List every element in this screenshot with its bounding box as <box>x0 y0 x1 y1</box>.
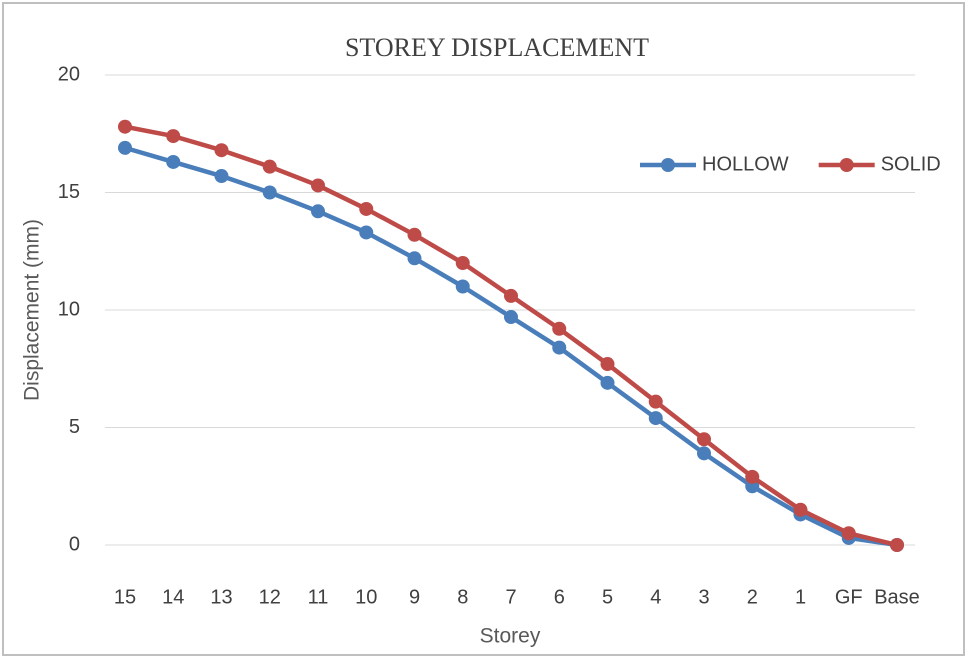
y-tick-label: 15 <box>58 181 80 203</box>
legend-marker <box>839 158 854 172</box>
x-tick-label: Base <box>874 586 920 608</box>
y-axis-title: Displacement (mm) <box>21 219 44 401</box>
legend-marker <box>661 158 675 172</box>
data-point <box>359 201 374 216</box>
data-point <box>504 288 518 303</box>
data-point <box>407 227 422 242</box>
x-tick-label: 6 <box>554 586 565 608</box>
x-tick-label: GF <box>835 586 863 608</box>
data-point <box>166 154 181 169</box>
y-tick-label: 20 <box>58 63 80 85</box>
data-point <box>311 178 325 193</box>
x-tick-label: 7 <box>505 586 516 608</box>
data-point <box>455 256 470 270</box>
data-point <box>600 375 615 390</box>
data-point <box>793 502 808 517</box>
data-point <box>118 119 132 134</box>
data-point <box>504 310 518 325</box>
data-point <box>214 143 229 158</box>
x-tick-label: 1 <box>795 586 806 608</box>
x-axis-title: Storey <box>480 625 541 648</box>
x-tick-label: 12 <box>259 586 281 608</box>
y-tick-label: 5 <box>69 416 80 438</box>
data-point <box>890 538 904 552</box>
x-tick-label: 3 <box>698 586 709 608</box>
data-point <box>118 140 132 155</box>
data-point <box>407 251 422 266</box>
chart-title: STOREY DISPLACEMENT <box>345 33 649 62</box>
x-tick-label: 2 <box>747 586 758 608</box>
data-point <box>745 469 760 484</box>
data-point <box>455 279 470 294</box>
data-point <box>214 169 229 184</box>
y-tick-label: 0 <box>69 533 80 555</box>
x-tick-label: 8 <box>457 586 468 608</box>
data-point <box>262 159 277 174</box>
x-tick-label: 13 <box>210 586 232 608</box>
data-point <box>648 394 663 409</box>
x-tick-label: 11 <box>308 586 329 608</box>
data-point <box>311 204 325 219</box>
legend-label: SOLID <box>881 153 941 175</box>
data-point <box>697 446 711 461</box>
data-point <box>697 432 711 447</box>
data-point <box>262 185 277 200</box>
y-tick-label: 10 <box>58 298 80 320</box>
x-tick-label: 4 <box>650 586 661 608</box>
x-tick-label: 15 <box>114 586 136 608</box>
legend-label: HOLLOW <box>702 153 789 175</box>
x-tick-label: 9 <box>409 586 420 608</box>
x-tick-label: 14 <box>162 586 184 608</box>
data-point <box>648 411 663 426</box>
data-point <box>841 526 856 541</box>
data-point <box>600 357 615 372</box>
x-tick-label: 5 <box>602 586 613 608</box>
data-point <box>359 225 374 240</box>
data-point <box>552 340 567 355</box>
data-point <box>166 129 181 144</box>
data-point <box>552 321 567 336</box>
x-tick-label: 10 <box>355 586 377 608</box>
